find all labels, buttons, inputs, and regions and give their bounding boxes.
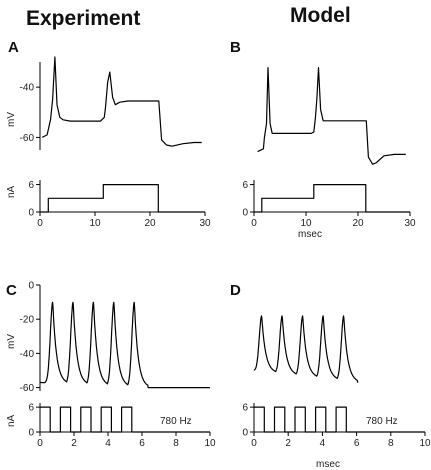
panel-a-current-x-tick-label: 0 bbox=[37, 218, 43, 229]
panel-d-current-y-tick-label: 6 bbox=[242, 403, 248, 414]
panel-c-current-y-tick-label: 0 bbox=[28, 428, 34, 439]
panel-a-current-y-tick-label: 0 bbox=[28, 208, 34, 219]
panel-a-current-x-tick-label: 10 bbox=[89, 218, 101, 229]
panel-label-a: A bbox=[8, 39, 19, 56]
panel-d-current-x-tick-label: 2 bbox=[285, 438, 291, 449]
panel-label-b: B bbox=[230, 39, 241, 56]
panel-b-current-x-tick-label: 0 bbox=[251, 218, 257, 229]
panel-c-y-tick-label: 0 bbox=[28, 281, 34, 292]
panel-a-current-x-tick-label: 20 bbox=[144, 218, 156, 229]
panel-b-current-y-tick-label: 0 bbox=[242, 208, 248, 219]
panel-d-current-x-tick-label: 0 bbox=[251, 438, 257, 449]
ylabel-a-current: nA bbox=[6, 185, 17, 198]
panel-d-voltage-trace bbox=[253, 315, 359, 383]
panel-d-current-x-tick-label: 4 bbox=[320, 438, 326, 449]
panel-c-current-x-tick-label: 6 bbox=[139, 438, 145, 449]
panel-a-y-tick-label: -40 bbox=[20, 83, 35, 94]
panel-label-d: D bbox=[230, 282, 241, 299]
panel-d-current-x-tick-label: 8 bbox=[388, 438, 394, 449]
panel-c-current-x-tick-label: 10 bbox=[204, 438, 216, 449]
panel-b-current-trace bbox=[254, 184, 410, 213]
panel-a-voltage-trace bbox=[41, 56, 202, 147]
panel-a-current-x-tick-label: 30 bbox=[199, 218, 211, 229]
panel-a-current-y-tick-label: 6 bbox=[28, 180, 34, 191]
panel-b-current-x-tick-label: 10 bbox=[300, 218, 312, 229]
ylabel-c: mV bbox=[6, 334, 17, 349]
panel-label-c: C bbox=[6, 282, 17, 299]
panel-c-y-tick-label: -20 bbox=[20, 315, 35, 326]
panel-a-current-trace bbox=[40, 184, 205, 213]
panel-d-current-x-tick-label: 6 bbox=[354, 438, 360, 449]
panel-c-voltage-trace bbox=[39, 301, 211, 389]
panel-c-current-trace bbox=[40, 406, 210, 433]
panel-d-current-y-tick-label: 0 bbox=[242, 428, 248, 439]
panel-c-y-tick-label: -60 bbox=[20, 383, 35, 394]
panel-b-current-y-tick-label: 6 bbox=[242, 180, 248, 191]
panel-d-current-x-tick-label: 10 bbox=[419, 438, 431, 449]
panel-b-current-x-tick-label: 30 bbox=[404, 218, 416, 229]
ylabel-a: mV bbox=[6, 112, 17, 127]
panel-b-voltage-trace bbox=[257, 67, 406, 165]
panel-c-current-x-tick-label: 0 bbox=[37, 438, 43, 449]
panel-a-y-tick-label: -60 bbox=[20, 133, 35, 144]
annotation-d-frequency: 780 Hz bbox=[366, 416, 398, 427]
xlabel-d: msec bbox=[316, 459, 340, 470]
xlabel-b: msec bbox=[298, 229, 322, 240]
panel-c-current-x-tick-label: 4 bbox=[105, 438, 111, 449]
annotation-c-frequency: 780 Hz bbox=[160, 416, 192, 427]
panel-c-current-x-tick-label: 8 bbox=[173, 438, 179, 449]
ylabel-c-current: nA bbox=[6, 414, 17, 427]
panel-c-current-y-tick-label: 6 bbox=[28, 403, 34, 414]
panel-c-current-x-tick-label: 2 bbox=[71, 438, 77, 449]
panel-d-current-trace bbox=[254, 406, 425, 433]
panel-c-y-tick-label: -40 bbox=[20, 349, 35, 360]
title-model: Model bbox=[290, 4, 351, 27]
panel-b-current-x-tick-label: 20 bbox=[352, 218, 364, 229]
title-experiment: Experiment bbox=[26, 7, 140, 30]
